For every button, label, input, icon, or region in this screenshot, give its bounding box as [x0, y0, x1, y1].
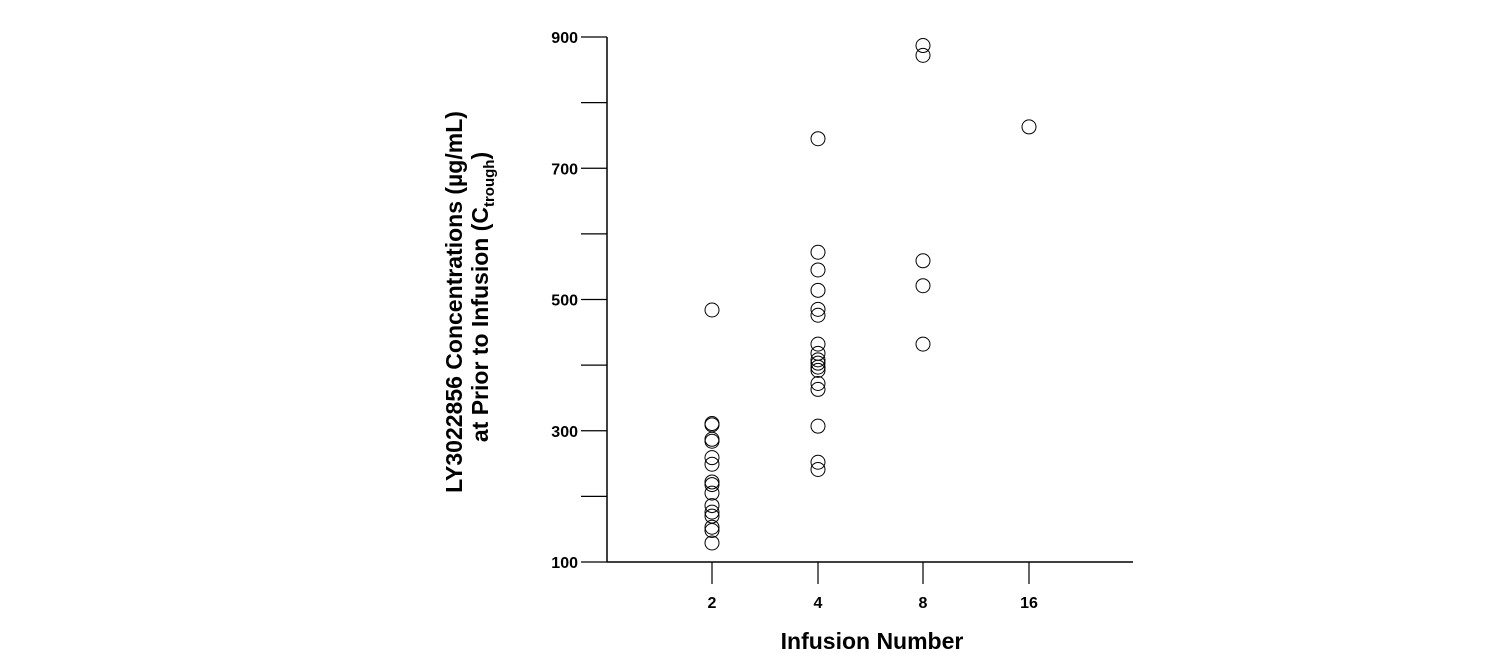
data-point [810, 262, 826, 278]
y-axis-title-line2-prefix: at Prior to Infusion (C [467, 207, 493, 442]
y-tick-label: 100 [551, 555, 578, 572]
y-axis-title-line2-sub: trough [481, 160, 498, 207]
data-point [704, 433, 720, 449]
x-axis-title: Infusion Number [781, 628, 964, 654]
y-axis-title-line1-prefix: LY3022856 Concentrations ( [441, 187, 467, 493]
x-tick-label: 8 [919, 595, 928, 612]
data-point [810, 307, 826, 323]
x-tick-label: 4 [814, 595, 823, 612]
data-point [915, 278, 931, 294]
data-point [704, 417, 720, 433]
data-point [810, 362, 826, 378]
data-point [810, 461, 826, 477]
data-point [810, 418, 826, 434]
data-point [810, 454, 826, 470]
data-point [704, 456, 720, 472]
data-point [704, 508, 720, 524]
data-point [810, 244, 826, 260]
data-point [704, 477, 720, 493]
data-point [810, 355, 826, 371]
data-point [810, 376, 826, 391]
data-point [704, 498, 720, 514]
data-points [704, 38, 1037, 551]
data-point [810, 282, 826, 298]
data-point [915, 47, 931, 63]
axes: 100 300 500 700 900 2 4 8 16 [551, 30, 1133, 612]
data-point [810, 381, 826, 397]
data-point [704, 519, 720, 535]
data-point [704, 535, 720, 551]
data-point [704, 485, 720, 501]
data-point [915, 38, 931, 54]
data-point [810, 131, 826, 147]
data-point [810, 336, 826, 352]
x-tick-label: 16 [1020, 595, 1038, 612]
data-point [704, 450, 720, 466]
y-axis-title-line1-unit: µg/mL) [441, 111, 467, 187]
data-point [810, 352, 826, 368]
data-point [704, 416, 720, 432]
y-tick-label: 500 [551, 293, 578, 310]
y-axis-title-line2-suffix: ) [467, 152, 493, 160]
data-point [704, 474, 720, 490]
data-point [1021, 119, 1037, 135]
x-tick-label: 2 [708, 595, 717, 612]
data-point [810, 301, 826, 317]
data-point [704, 523, 720, 538]
y-tick-label: 300 [551, 424, 578, 441]
data-point [810, 359, 826, 375]
y-axis-title-line1: LY3022856 Concentrations (µg/mL) [441, 111, 467, 493]
data-point [915, 336, 931, 352]
data-point [704, 504, 720, 520]
data-point [704, 302, 720, 318]
y-axis-title-line2: at Prior to Infusion (Ctrough) [467, 152, 498, 442]
y-tick-label: 700 [551, 161, 578, 178]
data-point [915, 253, 931, 269]
y-tick-label: 900 [551, 30, 578, 47]
